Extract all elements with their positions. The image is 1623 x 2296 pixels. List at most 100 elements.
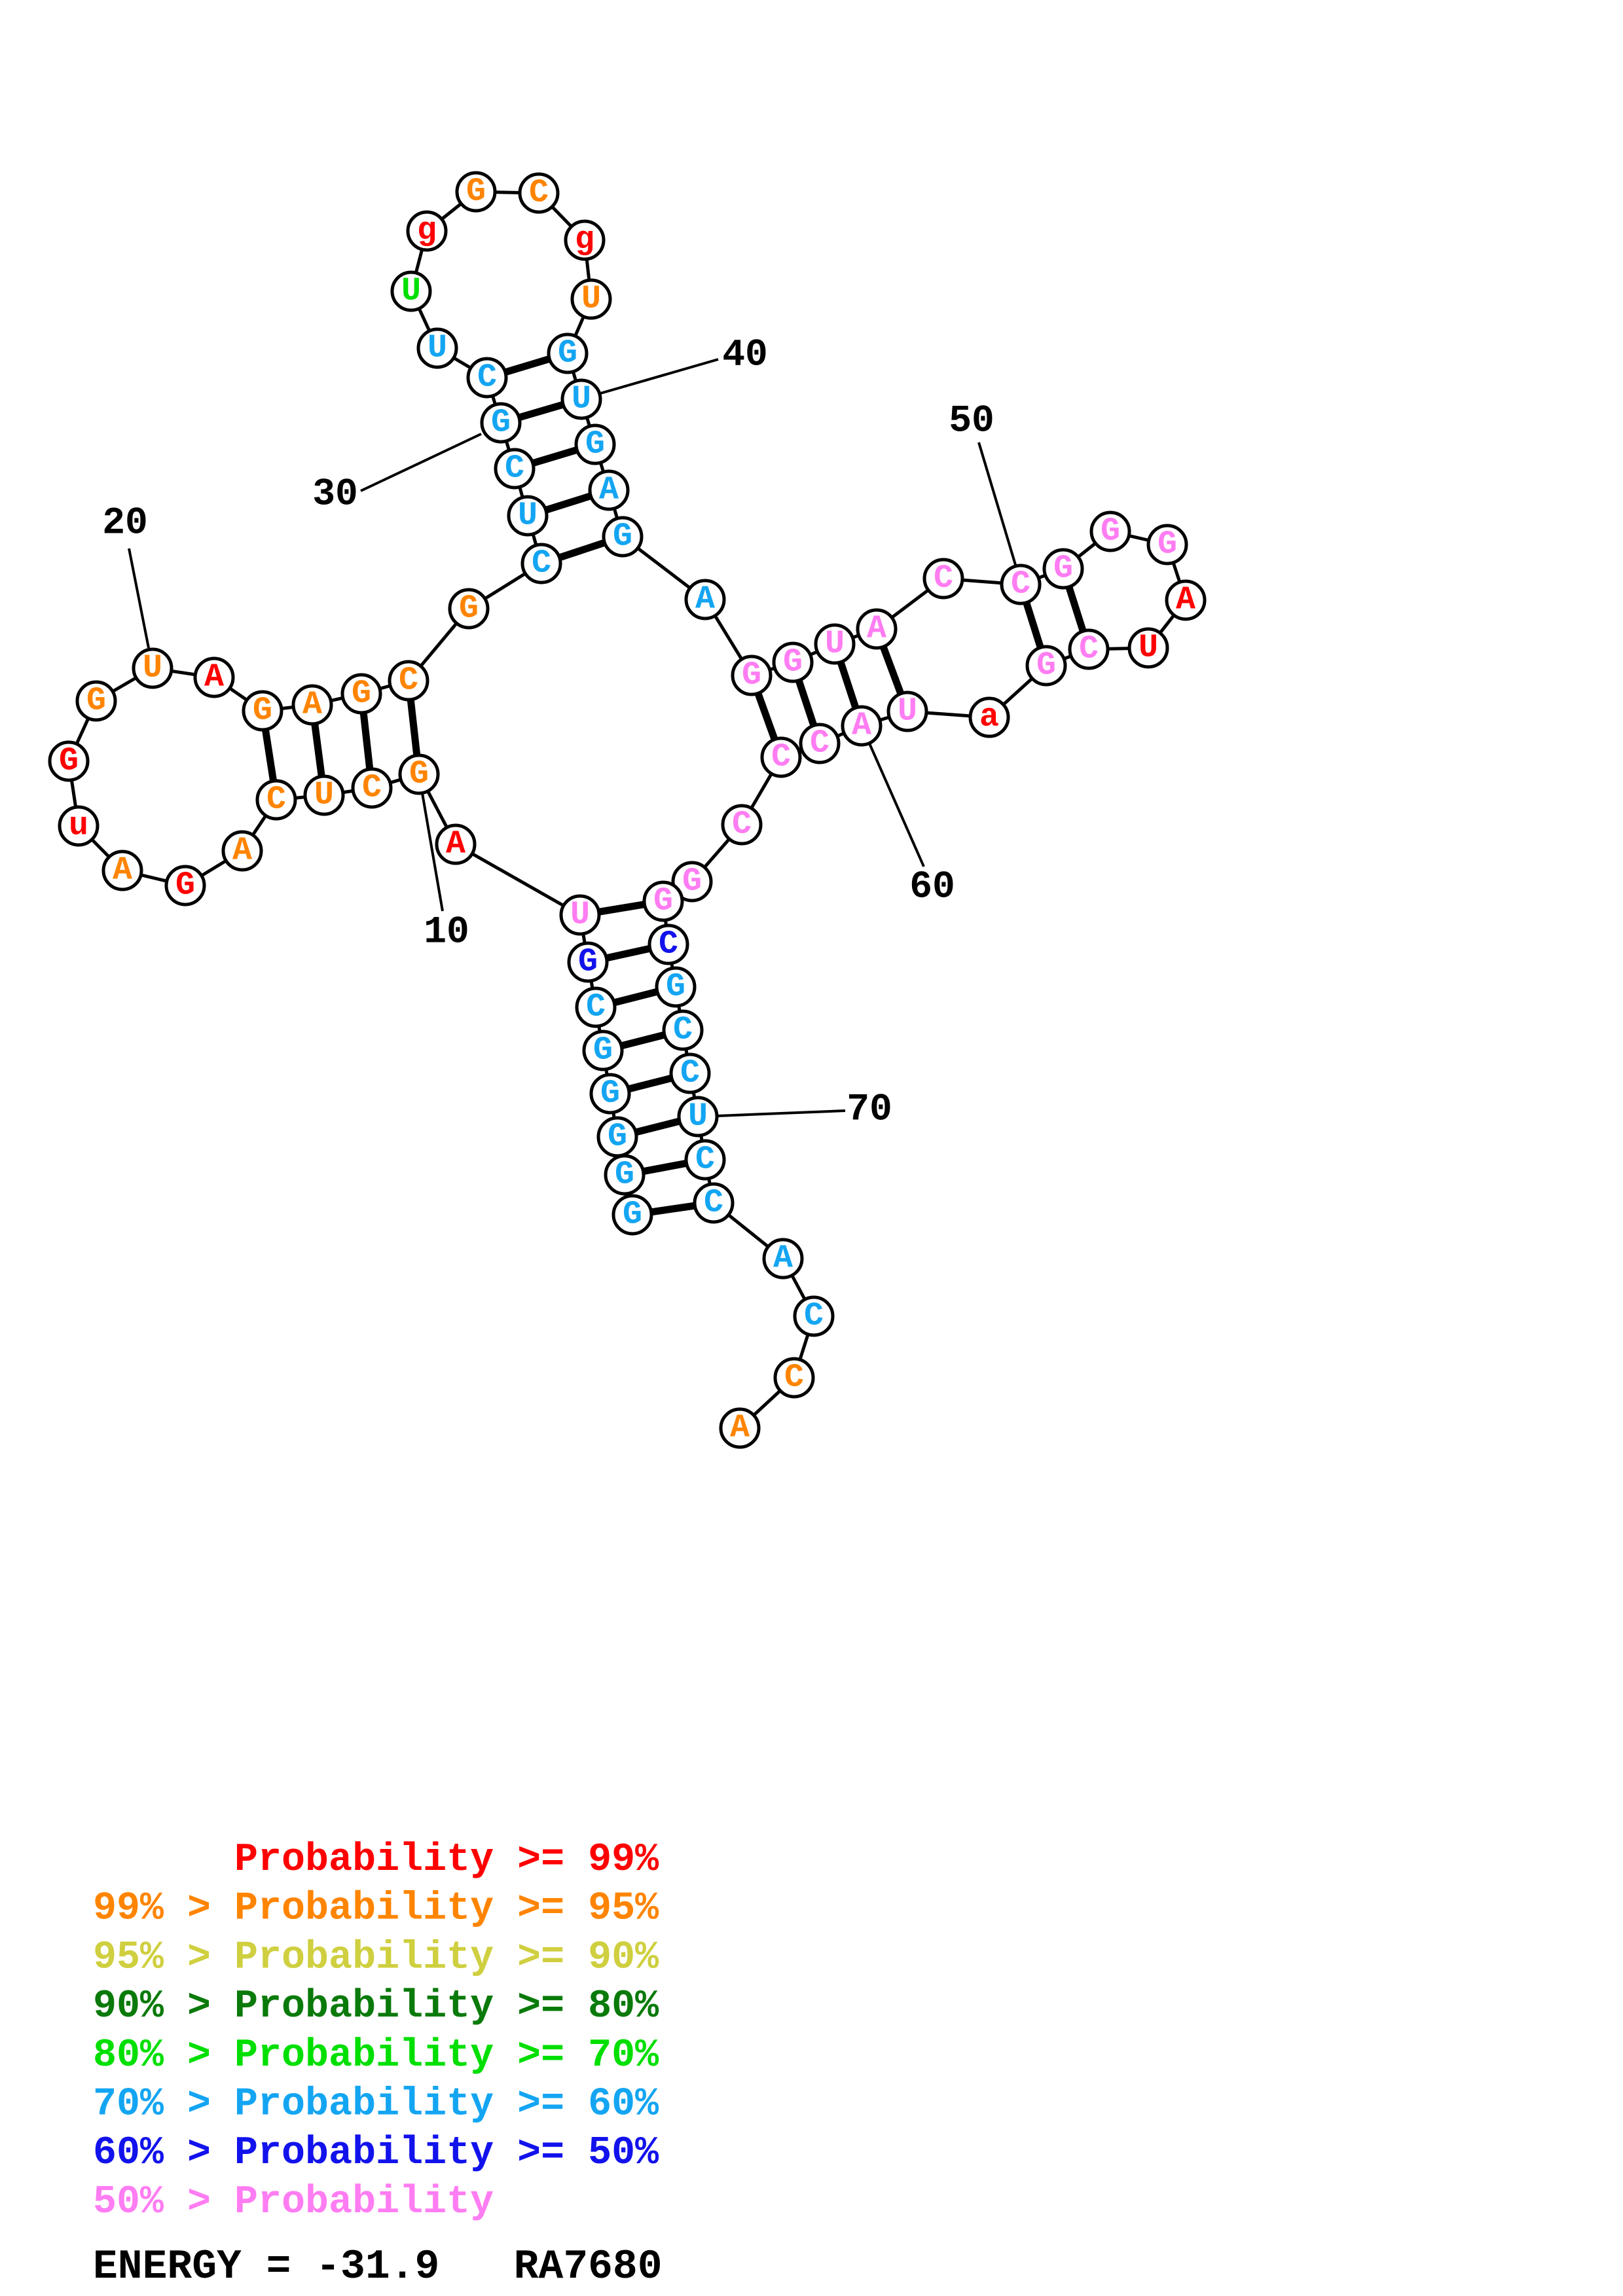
nucleotide-circle-62 bbox=[760, 736, 802, 778]
nucleotide-base-72: C bbox=[704, 1185, 723, 1222]
nucleotide-base-69: C bbox=[680, 1055, 700, 1092]
nucleotide-circle-44 bbox=[684, 579, 726, 620]
nucleotide-base-22: G bbox=[253, 692, 272, 730]
nucleotide-circle-15 bbox=[164, 865, 206, 906]
nucleotide-base-73: A bbox=[773, 1240, 793, 1278]
nucleotide-circle-11 bbox=[351, 767, 393, 809]
nucleotide-base-48: A bbox=[867, 611, 886, 648]
nucleotide-circle-61 bbox=[799, 723, 841, 764]
nucleotide-base-58: a bbox=[979, 699, 999, 736]
nucleotide-base-59: U bbox=[898, 693, 917, 730]
nucleotide-circle-48 bbox=[856, 608, 898, 650]
nucleotide-circle-39 bbox=[547, 332, 589, 374]
nucleotide-circle-72 bbox=[693, 1182, 735, 1224]
nucleotide-circle-38 bbox=[570, 278, 612, 320]
nucleotide-circle-74 bbox=[793, 1295, 835, 1337]
position-label-line-20 bbox=[128, 548, 150, 649]
nucleotide-circle-31 bbox=[466, 357, 508, 399]
nucleotide-base-61: C bbox=[810, 725, 830, 762]
nucleotide-base-44: A bbox=[695, 581, 715, 619]
nucleotide-circle-58 bbox=[968, 696, 1010, 738]
backbone-lines bbox=[67, 190, 1188, 1429]
nucleotide-circle-60 bbox=[841, 705, 883, 747]
nucleotide-base-54: A bbox=[1176, 582, 1195, 619]
nucleotide-base-62: C bbox=[771, 739, 791, 776]
nucleotide-base-3: G bbox=[608, 1119, 627, 1156]
position-labels: 10 20 30 40 50 60 70 bbox=[102, 334, 994, 1132]
nucleotide-base-28: U bbox=[518, 497, 538, 535]
nucleotide-base-12: U bbox=[314, 777, 334, 814]
nucleotide-circle-14 bbox=[221, 830, 263, 872]
legend-row-2: 95% > Probability >= 90% bbox=[93, 1935, 659, 1980]
nucleotide-circle-70 bbox=[677, 1096, 719, 1138]
nucleotide-circle-47 bbox=[814, 623, 856, 665]
position-label-20: 20 bbox=[102, 503, 148, 545]
position-label-line-60 bbox=[868, 743, 925, 867]
nucleotide-base-23: A bbox=[302, 687, 322, 724]
nucleotide-base-5: G bbox=[593, 1032, 613, 1069]
nucleotide-base-27: C bbox=[532, 545, 551, 583]
nucleotide-circle-56 bbox=[1068, 628, 1110, 670]
nucleotide-circle-20 bbox=[132, 647, 173, 689]
nucleotide-base-56: C bbox=[1079, 631, 1099, 668]
nucleotide-base-39: G bbox=[558, 335, 577, 372]
nucleotide-base-29: C bbox=[505, 450, 524, 488]
legend-row-6: 60% > Probability >= 50% bbox=[93, 2131, 659, 2176]
nucleotide-circle-10 bbox=[398, 753, 440, 795]
nucleotide-circle-75 bbox=[773, 1357, 815, 1399]
position-label-60: 60 bbox=[909, 867, 955, 909]
nucleotide-base-6: C bbox=[586, 989, 606, 1026]
nucleotide-circle-35 bbox=[455, 171, 497, 213]
nucleotide-base-21: A bbox=[204, 659, 224, 696]
nucleotide-circle-30 bbox=[480, 402, 522, 444]
nucleotide-circle-16 bbox=[101, 850, 143, 891]
nucleotide-circle-25 bbox=[388, 660, 429, 702]
position-label-line-40 bbox=[600, 358, 719, 395]
legend-row-5: 70% > Probability >= 60% bbox=[93, 2083, 659, 2127]
nucleotide-base-66: C bbox=[659, 926, 678, 963]
nucleotide-circle-18 bbox=[48, 740, 90, 782]
nucleotide-base-49: C bbox=[934, 560, 953, 598]
nucleotide-base-70: U bbox=[688, 1098, 708, 1136]
nucleotide-base-32: U bbox=[428, 330, 447, 367]
nucleotide-circle-21 bbox=[193, 656, 235, 698]
nucleotide-circle-32 bbox=[416, 327, 458, 369]
nucleotide-base-53: G bbox=[1158, 526, 1177, 564]
position-label-50: 50 bbox=[949, 401, 994, 443]
probability-legend: Probability >= 99% 99% > Probability >= 9… bbox=[93, 1838, 663, 2290]
nucleotide-circle-63 bbox=[721, 804, 763, 846]
nucleotide-base-2: G bbox=[615, 1157, 634, 1194]
position-label-30: 30 bbox=[312, 474, 358, 516]
nucleotide-base-68: C bbox=[673, 1012, 693, 1049]
position-label-10: 10 bbox=[424, 912, 469, 954]
nucleotide-circle-45 bbox=[731, 655, 773, 696]
nucleotide-circle-76 bbox=[719, 1407, 761, 1449]
nucleotide-circle-43 bbox=[602, 516, 644, 558]
nucleotide-circle-23 bbox=[291, 684, 333, 726]
nucleotide-circle-36 bbox=[518, 172, 560, 214]
nucleotide-base-18: G bbox=[59, 743, 79, 780]
position-label-line-70 bbox=[716, 1109, 846, 1117]
nucleotide-base-24: G bbox=[352, 675, 371, 713]
nucleotide-circle-65 bbox=[642, 880, 684, 922]
nucleotide-circle-3 bbox=[596, 1116, 638, 1158]
nucleotide-circle-4 bbox=[589, 1073, 631, 1115]
nucleotide-base-75: C bbox=[784, 1359, 804, 1397]
nucleotide-base-41: G bbox=[585, 426, 605, 463]
nucleotide-base-10: G bbox=[409, 756, 429, 793]
nucleotide-circle-67 bbox=[655, 966, 697, 1008]
nucleotide-base-33: U bbox=[401, 273, 421, 310]
nucleotide-circle-29 bbox=[494, 448, 536, 490]
nucleotide-circle-13 bbox=[255, 779, 297, 821]
nucleotide-base-8: U bbox=[570, 897, 590, 934]
nucleotide-base-19: G bbox=[86, 683, 106, 720]
nucleotide-circle-26 bbox=[448, 588, 490, 630]
nucleotide-base-46: G bbox=[783, 644, 803, 681]
nucleotide-circle-49 bbox=[922, 558, 964, 600]
energy-label: ENERGY = -31.9 RA7680 bbox=[93, 2244, 663, 2290]
nucleotide-base-40: U bbox=[572, 381, 591, 418]
nucleotide-circle-40 bbox=[560, 378, 602, 420]
nucleotide-base-64: G bbox=[682, 863, 702, 901]
